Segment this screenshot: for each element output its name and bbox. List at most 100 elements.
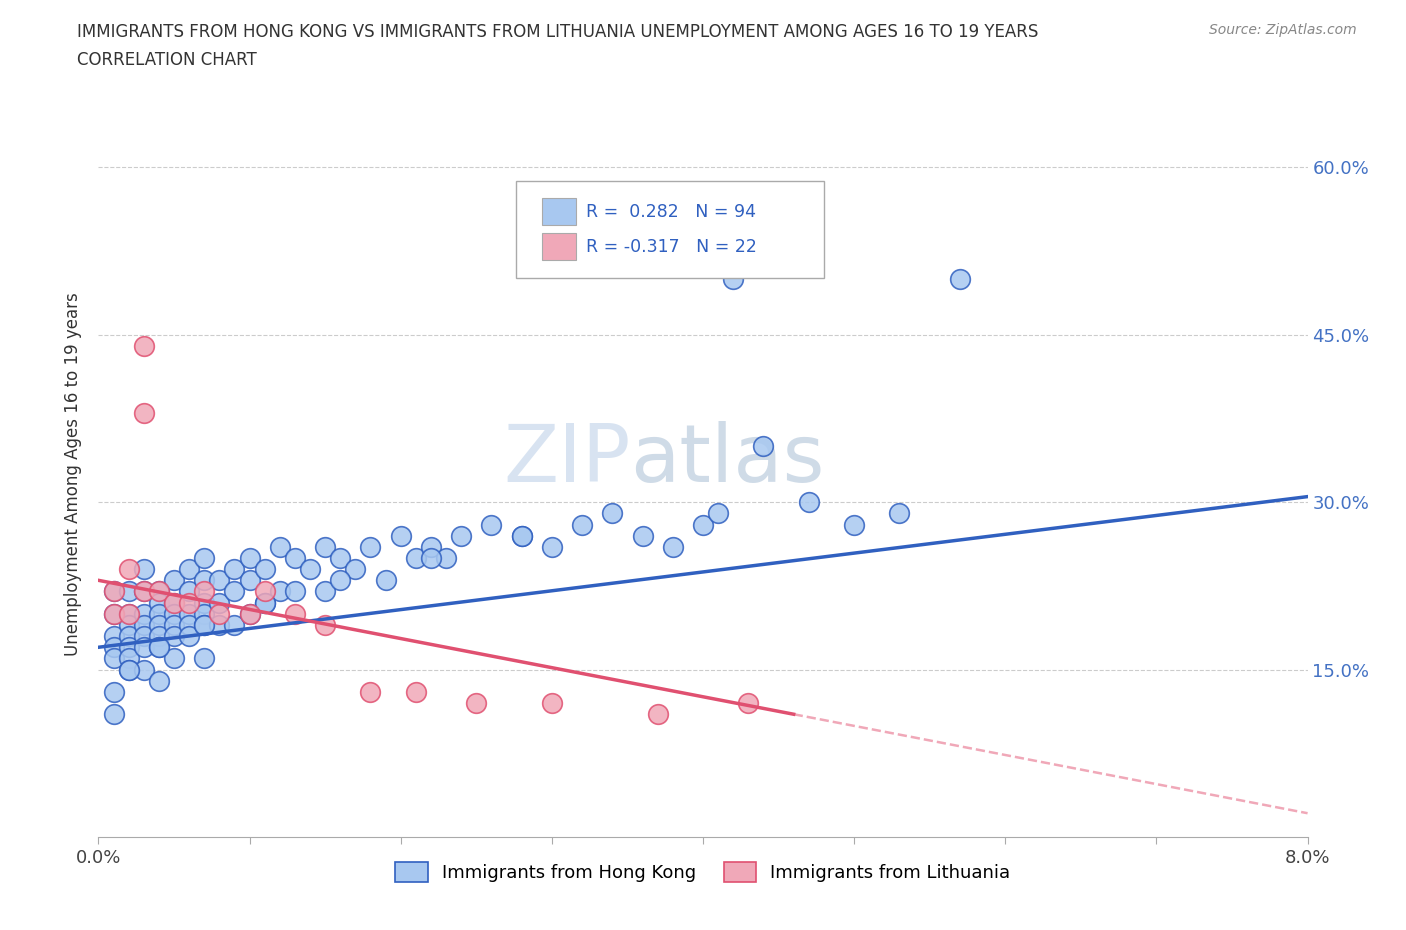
Point [420, 539, 443, 554]
Point [540, 696, 562, 711]
Point [253, 562, 276, 577]
Point [284, 551, 307, 565]
Point [103, 606, 125, 621]
Point [269, 539, 291, 554]
Point [132, 584, 155, 599]
Point [163, 595, 186, 610]
Point [103, 629, 125, 644]
Point [344, 562, 367, 577]
Point [360, 684, 382, 699]
Point [103, 707, 125, 722]
Point [208, 573, 231, 588]
Point [103, 651, 125, 666]
Point [118, 662, 141, 677]
Point [163, 651, 186, 666]
Point [374, 573, 396, 588]
Y-axis label: Unemployment Among Ages 16 to 19 years: Unemployment Among Ages 16 to 19 years [65, 292, 83, 657]
Point [118, 606, 141, 621]
Point [132, 662, 155, 677]
Point [163, 573, 186, 588]
Point [163, 606, 186, 621]
Point [253, 595, 276, 610]
Point [949, 272, 972, 286]
Point [118, 618, 141, 632]
Point [193, 618, 215, 632]
Point [148, 673, 170, 688]
Point [314, 618, 336, 632]
Point [208, 606, 231, 621]
Point [314, 584, 336, 599]
Point [118, 562, 141, 577]
Point [132, 339, 155, 353]
Point [163, 629, 186, 644]
Point [329, 551, 352, 565]
Point [510, 528, 533, 543]
Point [510, 528, 533, 543]
Point [737, 696, 759, 711]
Point [132, 618, 155, 632]
Point [284, 584, 307, 599]
Point [647, 707, 669, 722]
Point [179, 595, 201, 610]
Point [179, 584, 201, 599]
Point [661, 539, 683, 554]
Point [193, 595, 215, 610]
Point [132, 606, 155, 621]
Point [193, 551, 215, 565]
Point [224, 618, 246, 632]
Point [797, 495, 820, 510]
Text: IMMIGRANTS FROM HONG KONG VS IMMIGRANTS FROM LITHUANIA UNEMPLOYMENT AMONG AGES 1: IMMIGRANTS FROM HONG KONG VS IMMIGRANTS … [77, 23, 1039, 41]
Point [179, 629, 201, 644]
Point [299, 562, 322, 577]
Point [148, 606, 170, 621]
Point [103, 584, 125, 599]
Legend: Immigrants from Hong Kong, Immigrants from Lithuania: Immigrants from Hong Kong, Immigrants fr… [388, 855, 1018, 890]
Point [179, 618, 201, 632]
Point [405, 684, 427, 699]
Point [103, 684, 125, 699]
Point [148, 629, 170, 644]
Point [239, 606, 262, 621]
Point [132, 584, 155, 599]
Point [239, 606, 262, 621]
Point [118, 629, 141, 644]
Point [132, 405, 155, 420]
Point [193, 584, 215, 599]
Text: Source: ZipAtlas.com: Source: ZipAtlas.com [1209, 23, 1357, 37]
Point [148, 584, 170, 599]
Point [239, 551, 262, 565]
Point [118, 640, 141, 655]
Point [132, 640, 155, 655]
Point [118, 584, 141, 599]
Point [481, 517, 503, 532]
Point [148, 640, 170, 655]
Point [179, 562, 201, 577]
Point [103, 606, 125, 621]
Point [360, 539, 382, 554]
Point [224, 562, 246, 577]
Point [571, 517, 593, 532]
Point [148, 584, 170, 599]
Point [239, 573, 262, 588]
Point [329, 573, 352, 588]
Point [405, 551, 427, 565]
Point [889, 506, 911, 521]
Point [193, 618, 215, 632]
Bar [543, 232, 576, 260]
Point [314, 539, 336, 554]
FancyBboxPatch shape [516, 180, 824, 278]
Point [284, 606, 307, 621]
Point [602, 506, 624, 521]
Point [148, 595, 170, 610]
Point [269, 584, 291, 599]
Point [163, 595, 186, 610]
Point [179, 606, 201, 621]
Point [420, 551, 443, 565]
Point [193, 651, 215, 666]
Point [163, 618, 186, 632]
Text: R = -0.317   N = 22: R = -0.317 N = 22 [586, 237, 756, 256]
Point [132, 562, 155, 577]
Point [132, 629, 155, 644]
Point [118, 651, 141, 666]
Text: CORRELATION CHART: CORRELATION CHART [77, 51, 257, 69]
